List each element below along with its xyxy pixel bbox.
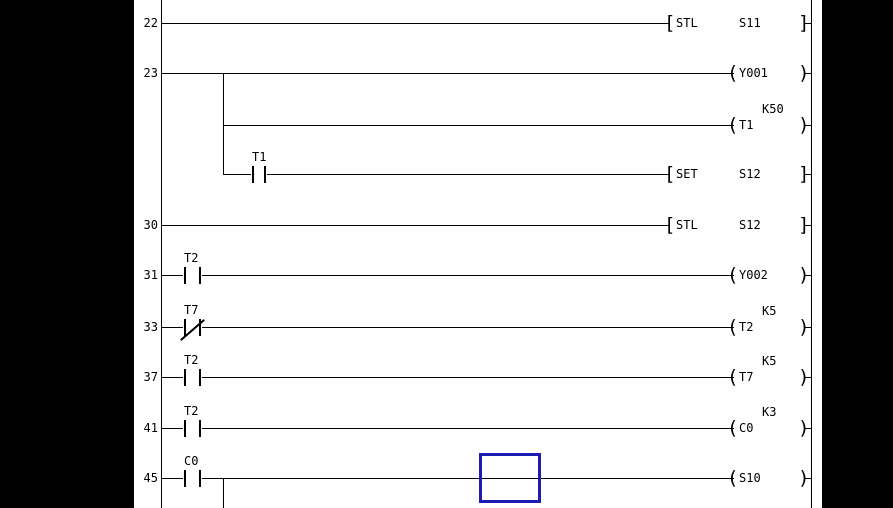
coil-open-paren: ( <box>727 417 739 439</box>
instruction-operand[interactable]: S12 <box>739 218 761 232</box>
coil-device[interactable]: Y002 <box>739 268 768 282</box>
step-number: 30 <box>143 218 158 232</box>
coil-device[interactable]: T2 <box>739 320 754 334</box>
instruction-close-bracket: ] <box>798 163 810 185</box>
coil-open-paren: ( <box>727 467 739 489</box>
coil-device[interactable]: T7 <box>739 370 754 384</box>
rail-connector <box>805 377 811 378</box>
contact-bar-left <box>252 166 254 183</box>
rail-connector <box>805 23 811 24</box>
instruction-op[interactable]: STL <box>676 16 698 30</box>
instruction-open-bracket: [ <box>664 163 676 185</box>
rail-connector <box>805 478 811 479</box>
k-constant: K5 <box>762 354 777 368</box>
coil-close-paren: ) <box>798 417 810 439</box>
branch-line <box>223 478 224 508</box>
instruction-open-bracket: [ <box>664 12 676 34</box>
contact-bar-left <box>184 267 186 284</box>
instruction-op[interactable]: STL <box>676 218 698 232</box>
contact-bar-left <box>184 319 186 336</box>
contact-label: T7 <box>184 303 199 317</box>
contact-bar-right <box>264 166 266 183</box>
instruction-close-bracket: ] <box>798 214 810 236</box>
contact-bar-right <box>199 420 201 437</box>
step-number: 31 <box>143 268 158 282</box>
instruction-operand[interactable]: S12 <box>739 167 761 181</box>
contact-no[interactable] <box>183 369 202 386</box>
rail-connector <box>805 275 811 276</box>
contact-no[interactable] <box>183 420 202 437</box>
rail-connector <box>805 327 811 328</box>
coil-open-paren: ( <box>727 114 739 136</box>
coil-device[interactable]: S10 <box>739 471 761 485</box>
coil-open-paren: ( <box>727 316 739 338</box>
coil-device[interactable]: T1 <box>739 118 754 132</box>
coil-close-paren: ) <box>798 62 810 84</box>
contact-label: T1 <box>252 150 267 164</box>
contact-bar-right <box>199 267 201 284</box>
coil-close-paren: ) <box>798 264 810 286</box>
coil-open-paren: ( <box>727 62 739 84</box>
step-number: 22 <box>143 16 158 30</box>
step-number: 33 <box>143 320 158 334</box>
branch-line <box>223 73 224 174</box>
contact-bar-right <box>199 319 201 336</box>
rung-line <box>161 428 734 429</box>
ladder-panel[interactable]: 22[STL S11] 23(Y001)(T1 K50) T1[SET S12] 30[ST… <box>134 0 822 508</box>
rung-line <box>161 377 734 378</box>
contact-label: T2 <box>184 353 199 367</box>
rung-line <box>161 225 669 226</box>
coil-close-paren: ) <box>798 467 810 489</box>
k-constant: K50 <box>762 102 784 116</box>
rail-connector <box>805 73 811 74</box>
instruction-open-bracket: [ <box>664 214 676 236</box>
cursor-box[interactable] <box>479 453 541 503</box>
coil-open-paren: ( <box>727 264 739 286</box>
contact-bar-right <box>199 470 201 487</box>
instruction-op[interactable]: SET <box>676 167 698 181</box>
rail-connector <box>805 428 811 429</box>
instruction-operand[interactable]: S11 <box>739 16 761 30</box>
step-number: 45 <box>143 471 158 485</box>
rung-line <box>223 174 669 175</box>
contact-no[interactable] <box>183 470 202 487</box>
step-number: 23 <box>143 66 158 80</box>
coil-device[interactable]: C0 <box>739 421 754 435</box>
coil-open-paren: ( <box>727 366 739 388</box>
rung-line <box>161 327 734 328</box>
coil-close-paren: ) <box>798 316 810 338</box>
rung-line <box>161 23 669 24</box>
contact-label: T2 <box>184 251 199 265</box>
rail-connector <box>805 174 811 175</box>
contact-no[interactable] <box>183 267 202 284</box>
power-rail-left <box>161 0 162 508</box>
coil-device[interactable]: Y001 <box>739 66 768 80</box>
step-number: 41 <box>143 421 158 435</box>
contact-label: T2 <box>184 404 199 418</box>
rung-line <box>223 125 734 126</box>
rung-line <box>161 73 734 74</box>
contact-bar-left <box>184 470 186 487</box>
contact-bar-right <box>199 369 201 386</box>
k-constant: K3 <box>762 405 777 419</box>
coil-close-paren: ) <box>798 114 810 136</box>
contact-no[interactable] <box>251 166 267 183</box>
rail-connector <box>805 125 811 126</box>
rung-line <box>161 478 734 479</box>
coil-close-paren: ) <box>798 366 810 388</box>
contact-bar-left <box>184 420 186 437</box>
rail-connector <box>805 225 811 226</box>
step-number: 37 <box>143 370 158 384</box>
power-rail-right <box>811 0 812 508</box>
instruction-close-bracket: ] <box>798 12 810 34</box>
contact-label: C0 <box>184 454 199 468</box>
k-constant: K5 <box>762 304 777 318</box>
rung-line <box>161 275 734 276</box>
contact-bar-left <box>184 369 186 386</box>
